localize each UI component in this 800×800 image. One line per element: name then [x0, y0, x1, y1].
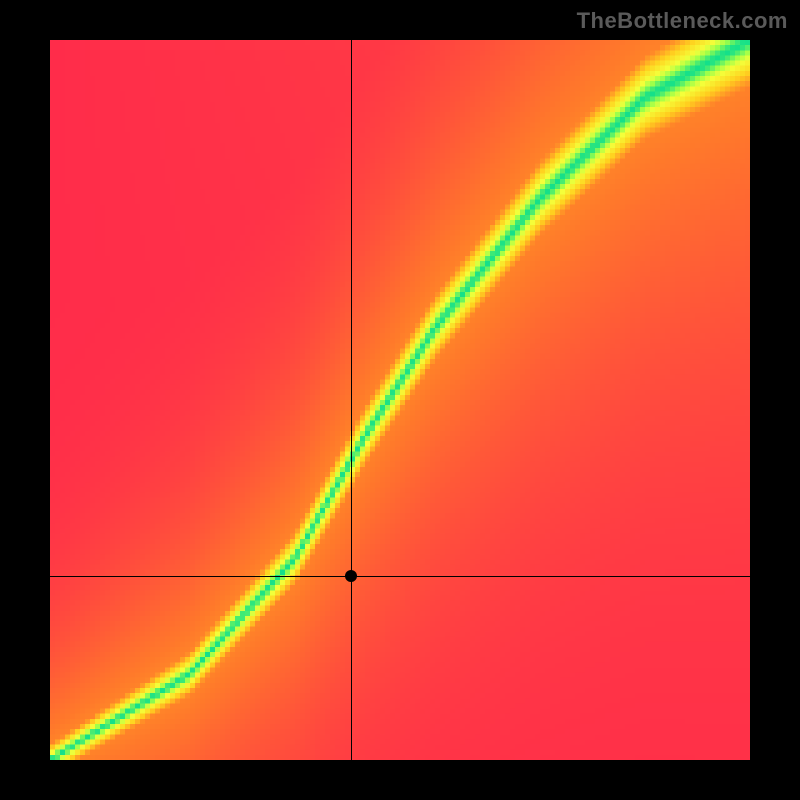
crosshair-horizontal: [50, 576, 750, 577]
watermark-text: TheBottleneck.com: [577, 8, 788, 34]
plot-area: [50, 40, 750, 760]
crosshair-marker: [345, 570, 357, 582]
crosshair-vertical: [351, 40, 352, 760]
heatmap-canvas: [50, 40, 750, 760]
outer-frame: TheBottleneck.com: [0, 0, 800, 800]
